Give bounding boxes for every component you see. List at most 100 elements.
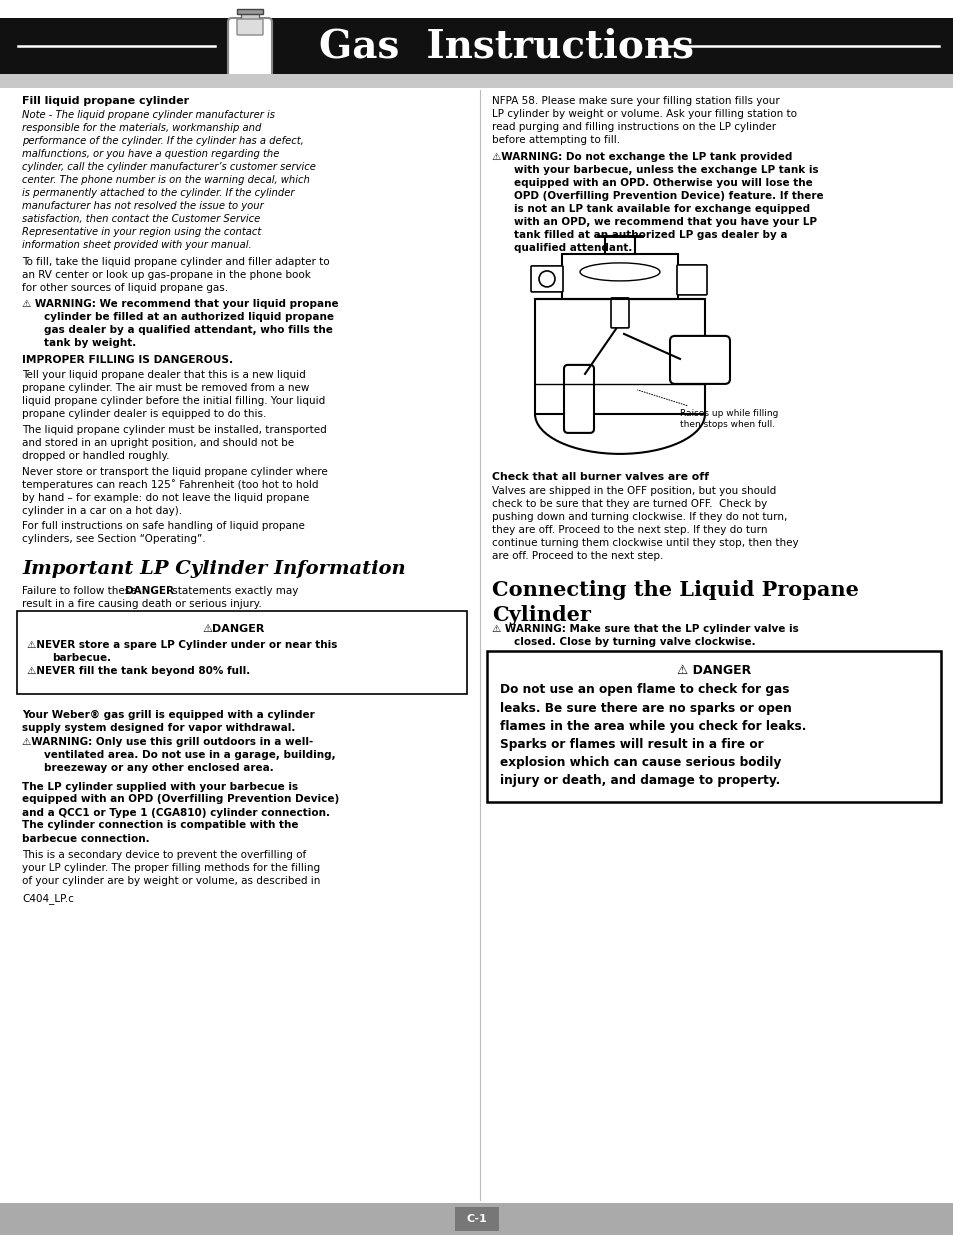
Text: dropped or handled roughly.: dropped or handled roughly.	[22, 451, 170, 461]
Text: equipped with an OPD (Overfilling Prevention Device): equipped with an OPD (Overfilling Preven…	[22, 794, 339, 804]
Text: Note - The liquid propane cylinder manufacturer is: Note - The liquid propane cylinder manuf…	[22, 110, 274, 120]
Text: injury or death, and damage to property.: injury or death, and damage to property.	[499, 774, 780, 788]
Text: result in a fire causing death or serious injury.: result in a fire causing death or seriou…	[22, 599, 261, 609]
Text: Check that all burner valves are off: Check that all burner valves are off	[492, 472, 708, 482]
Text: satisfaction, then contact the Customer Service: satisfaction, then contact the Customer …	[22, 215, 260, 225]
Text: barbecue connection.: barbecue connection.	[22, 834, 150, 844]
Text: check to be sure that they are turned OFF.  Check by: check to be sure that they are turned OF…	[492, 499, 766, 509]
Text: an RV center or look up gas-propane in the phone book: an RV center or look up gas-propane in t…	[22, 270, 311, 280]
Text: Do not use an open flame to check for gas: Do not use an open flame to check for ga…	[499, 683, 789, 697]
Text: before attempting to fill.: before attempting to fill.	[492, 135, 619, 144]
Text: and a QCC1 or Type 1 (CGA810) cylinder connection.: and a QCC1 or Type 1 (CGA810) cylinder c…	[22, 808, 330, 818]
Text: barbecue.: barbecue.	[52, 652, 111, 663]
Text: Your Weber® gas grill is equipped with a cylinder: Your Weber® gas grill is equipped with a…	[22, 710, 314, 720]
Text: Gas  Instructions: Gas Instructions	[319, 27, 694, 65]
Text: they are off. Proceed to the next step. If they do turn: they are off. Proceed to the next step. …	[492, 525, 767, 535]
Text: The cylinder connection is compatible with the: The cylinder connection is compatible wi…	[22, 820, 298, 830]
Bar	[535, 299, 704, 414]
Text: For full instructions on safe handling of liquid propane: For full instructions on safe handling o…	[22, 521, 305, 531]
Text: OPD (Overfilling Prevention Device) feature. If there: OPD (Overfilling Prevention Device) feat…	[514, 191, 822, 201]
Text: with your barbecue, unless the exchange LP tank is: with your barbecue, unless the exchange …	[514, 165, 818, 175]
Text: continue turning them clockwise until they stop, then they: continue turning them clockwise until th…	[492, 538, 798, 548]
Text: Fill liquid propane cylinder: Fill liquid propane cylinder	[22, 96, 189, 106]
Text: ⚠ DANGER: ⚠ DANGER	[677, 664, 750, 677]
Text: read purging and filling instructions on the LP cylinder: read purging and filling instructions on…	[492, 122, 776, 132]
Text: for other sources of liquid propane gas.: for other sources of liquid propane gas.	[22, 283, 228, 293]
Text: ⚠ WARNING: Make sure that the LP cylinder valve is: ⚠ WARNING: Make sure that the LP cylinde…	[492, 624, 798, 634]
Text: with an OPD, we recommend that you have your LP: with an OPD, we recommend that you have …	[514, 217, 816, 227]
FancyBboxPatch shape	[669, 336, 729, 384]
Text: responsible for the materials, workmanship and: responsible for the materials, workmansh…	[22, 124, 261, 133]
FancyBboxPatch shape	[531, 266, 562, 291]
Text: cylinder in a car on a hot day).: cylinder in a car on a hot day).	[22, 505, 182, 515]
Text: Valves are shipped in the OFF position, but you should: Valves are shipped in the OFF position, …	[492, 487, 776, 496]
Text: flames in the area while you check for leaks.: flames in the area while you check for l…	[499, 720, 805, 732]
Text: This is a secondary device to prevent the overfilling of: This is a secondary device to prevent th…	[22, 851, 306, 861]
Text: explosion which can cause serious bodily: explosion which can cause serious bodily	[499, 756, 781, 769]
Text: cylinder, call the cylinder manufacturer’s customer service: cylinder, call the cylinder manufacturer…	[22, 162, 315, 173]
Text: Cylinder: Cylinder	[492, 604, 590, 625]
Text: Tell your liquid propane dealer that this is a new liquid: Tell your liquid propane dealer that thi…	[22, 370, 305, 380]
Text: center. The phone number is on the warning decal, which: center. The phone number is on the warni…	[22, 175, 310, 185]
FancyBboxPatch shape	[236, 19, 263, 35]
Text: ⚠NEVER store a spare LP Cylinder under or near this: ⚠NEVER store a spare LP Cylinder under o…	[27, 640, 337, 650]
Text: NFPA 58. Please make sure your filling station fills your: NFPA 58. Please make sure your filling s…	[492, 96, 779, 106]
Text: gas dealer by a qualified attendant, who fills the: gas dealer by a qualified attendant, who…	[44, 325, 333, 335]
Text: DANGER: DANGER	[125, 587, 173, 597]
Text: Important LP Cylinder Information: Important LP Cylinder Information	[22, 561, 405, 578]
Text: statements exactly may: statements exactly may	[169, 587, 298, 597]
Text: information sheet provided with your manual.: information sheet provided with your man…	[22, 241, 252, 251]
Bar	[241, 12, 258, 22]
Text: LP cylinder by weight or volume. Ask your filling station to: LP cylinder by weight or volume. Ask you…	[492, 109, 796, 119]
Text: and stored in an upright position, and should not be: and stored in an upright position, and s…	[22, 438, 294, 448]
Text: closed. Close by turning valve clockwise.: closed. Close by turning valve clockwise…	[514, 637, 755, 647]
FancyBboxPatch shape	[610, 298, 628, 329]
Text: your LP cylinder. The proper filling methods for the filling: your LP cylinder. The proper filling met…	[22, 863, 320, 873]
Text: leaks. Be sure there are no sparks or open: leaks. Be sure there are no sparks or op…	[499, 701, 791, 715]
Text: IMPROPER FILLING IS DANGEROUS.: IMPROPER FILLING IS DANGEROUS.	[22, 354, 233, 364]
Bar	[236, 9, 263, 14]
Text: performance of the cylinder. If the cylinder has a defect,: performance of the cylinder. If the cyli…	[22, 136, 303, 146]
Text: Connecting the Liquid Propane: Connecting the Liquid Propane	[492, 579, 858, 600]
FancyBboxPatch shape	[17, 611, 467, 694]
Text: qualified attendant.: qualified attendant.	[514, 243, 632, 253]
Text: ⚠NEVER fill the tank beyond 80% full.: ⚠NEVER fill the tank beyond 80% full.	[27, 666, 250, 676]
Text: of your cylinder are by weight or volume, as described in: of your cylinder are by weight or volume…	[22, 877, 320, 887]
Text: ⚠DANGER: ⚠DANGER	[202, 624, 265, 634]
Bar	[455, 1207, 498, 1231]
Text: The liquid propane cylinder must be installed, transported: The liquid propane cylinder must be inst…	[22, 425, 327, 435]
Bar	[604, 236, 635, 254]
Text: cylinders, see Section “Operating”.: cylinders, see Section “Operating”.	[22, 534, 206, 545]
Text: Never store or transport the liquid propane cylinder where: Never store or transport the liquid prop…	[22, 467, 328, 477]
Text: breezeway or any other enclosed area.: breezeway or any other enclosed area.	[44, 763, 274, 773]
FancyBboxPatch shape	[228, 19, 272, 82]
Text: tank filled at an authorized LP gas dealer by a: tank filled at an authorized LP gas deal…	[514, 230, 786, 240]
FancyBboxPatch shape	[677, 264, 706, 295]
Text: ⚠WARNING: Do not exchange the LP tank provided: ⚠WARNING: Do not exchange the LP tank pr…	[492, 152, 792, 162]
Text: Representative in your region using the contact: Representative in your region using the …	[22, 227, 261, 237]
Text: ventilated area. Do not use in a garage, building,: ventilated area. Do not use in a garage,…	[44, 751, 335, 761]
Text: Sparks or flames will result in a fire or: Sparks or flames will result in a fire o…	[499, 739, 762, 751]
Text: are off. Proceed to the next step.: are off. Proceed to the next step.	[492, 551, 662, 561]
Text: propane cylinder dealer is equipped to do this.: propane cylinder dealer is equipped to d…	[22, 409, 266, 420]
Text: supply system designed for vapor withdrawal.: supply system designed for vapor withdra…	[22, 722, 295, 734]
Text: C404_LP.c: C404_LP.c	[22, 893, 73, 904]
Text: cylinder be filled at an authorized liquid propane: cylinder be filled at an authorized liqu…	[44, 311, 334, 322]
Bar	[0, 19, 953, 75]
Text: Failure to follow these: Failure to follow these	[22, 587, 140, 597]
FancyBboxPatch shape	[486, 651, 940, 802]
Text: ⚠WARNING: Only use this grill outdoors in a well-: ⚠WARNING: Only use this grill outdoors i…	[22, 737, 313, 747]
Text: To fill, take the liquid propane cylinder and filler adapter to: To fill, take the liquid propane cylinde…	[22, 257, 330, 267]
FancyBboxPatch shape	[563, 364, 594, 433]
Text: temperatures can reach 125˚ Fahrenheit (too hot to hold: temperatures can reach 125˚ Fahrenheit (…	[22, 479, 318, 490]
Text: tank by weight.: tank by weight.	[44, 338, 136, 348]
Text: is not an LP tank available for exchange equipped: is not an LP tank available for exchange…	[514, 204, 809, 214]
Text: liquid propane cylinder before the initial filling. Your liquid: liquid propane cylinder before the initi…	[22, 396, 325, 406]
Bar	[0, 1203, 953, 1235]
Text: manufacturer has not resolved the issue to your: manufacturer has not resolved the issue …	[22, 201, 263, 211]
Text: pushing down and turning clockwise. If they do not turn,: pushing down and turning clockwise. If t…	[492, 513, 786, 522]
Text: is permanently attached to the cylinder. If the cylinder: is permanently attached to the cylinder.…	[22, 188, 294, 199]
Text: malfunctions, or you have a question regarding the: malfunctions, or you have a question reg…	[22, 149, 279, 159]
Text: ⚠ WARNING: We recommend that your liquid propane: ⚠ WARNING: We recommend that your liquid…	[22, 299, 338, 309]
Text: C-1: C-1	[466, 1214, 487, 1224]
